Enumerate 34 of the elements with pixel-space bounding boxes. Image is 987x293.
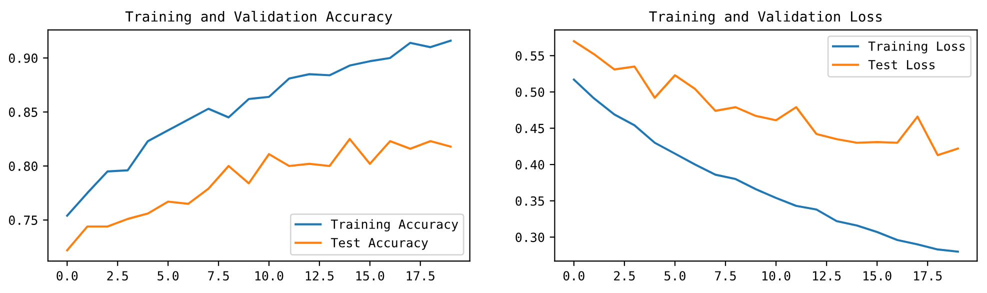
x-tick-label: 2.5 [107,271,128,281]
x-tick-label: 5.0 [664,271,686,281]
x-tick-label: 10.0 [762,271,790,281]
x-tick-label: 12.5 [813,271,841,281]
y-tick-label: 0.50 [516,87,544,97]
chart-title: Training and Validation Accuracy [125,10,392,25]
x-tick-label: 10.0 [255,271,284,281]
y-tick-label: 0.80 [8,162,38,171]
legend-label: Test Accuracy [330,238,428,250]
x-tick-label: 15.0 [864,271,892,281]
x-tick-label: 7.5 [208,271,229,281]
x-tick-label: 12.5 [306,271,334,281]
chart-title: Training and Validation Loss [649,10,882,25]
y-tick-label: 0.45 [516,124,544,134]
y-tick-label: 0.75 [8,216,38,225]
legend-label: Training Accuracy [330,219,458,232]
y-tick-label: 0.40 [516,160,544,170]
legend-label: Training Loss [868,41,965,54]
y-tick-label: 0.35 [516,196,544,206]
y-tick-label: 0.85 [8,107,38,117]
y-tick-label: 0.30 [516,232,544,242]
x-tick-label: 0.0 [563,271,584,281]
x-tick-label: 17.5 [914,271,942,281]
x-tick-label: 0.0 [56,271,78,281]
y-tick-label: 0.55 [516,51,544,61]
x-tick-label: 2.5 [614,271,635,281]
line-series [572,78,959,253]
line-series [66,40,452,217]
x-tick-label: 15.0 [356,271,384,281]
x-tick-label: 7.5 [715,271,736,281]
x-tick-label: 17.5 [406,271,434,281]
x-tick-label: 5.0 [158,271,179,281]
legend-label: Test Loss [868,60,935,70]
y-tick-label: 0.90 [8,53,38,63]
